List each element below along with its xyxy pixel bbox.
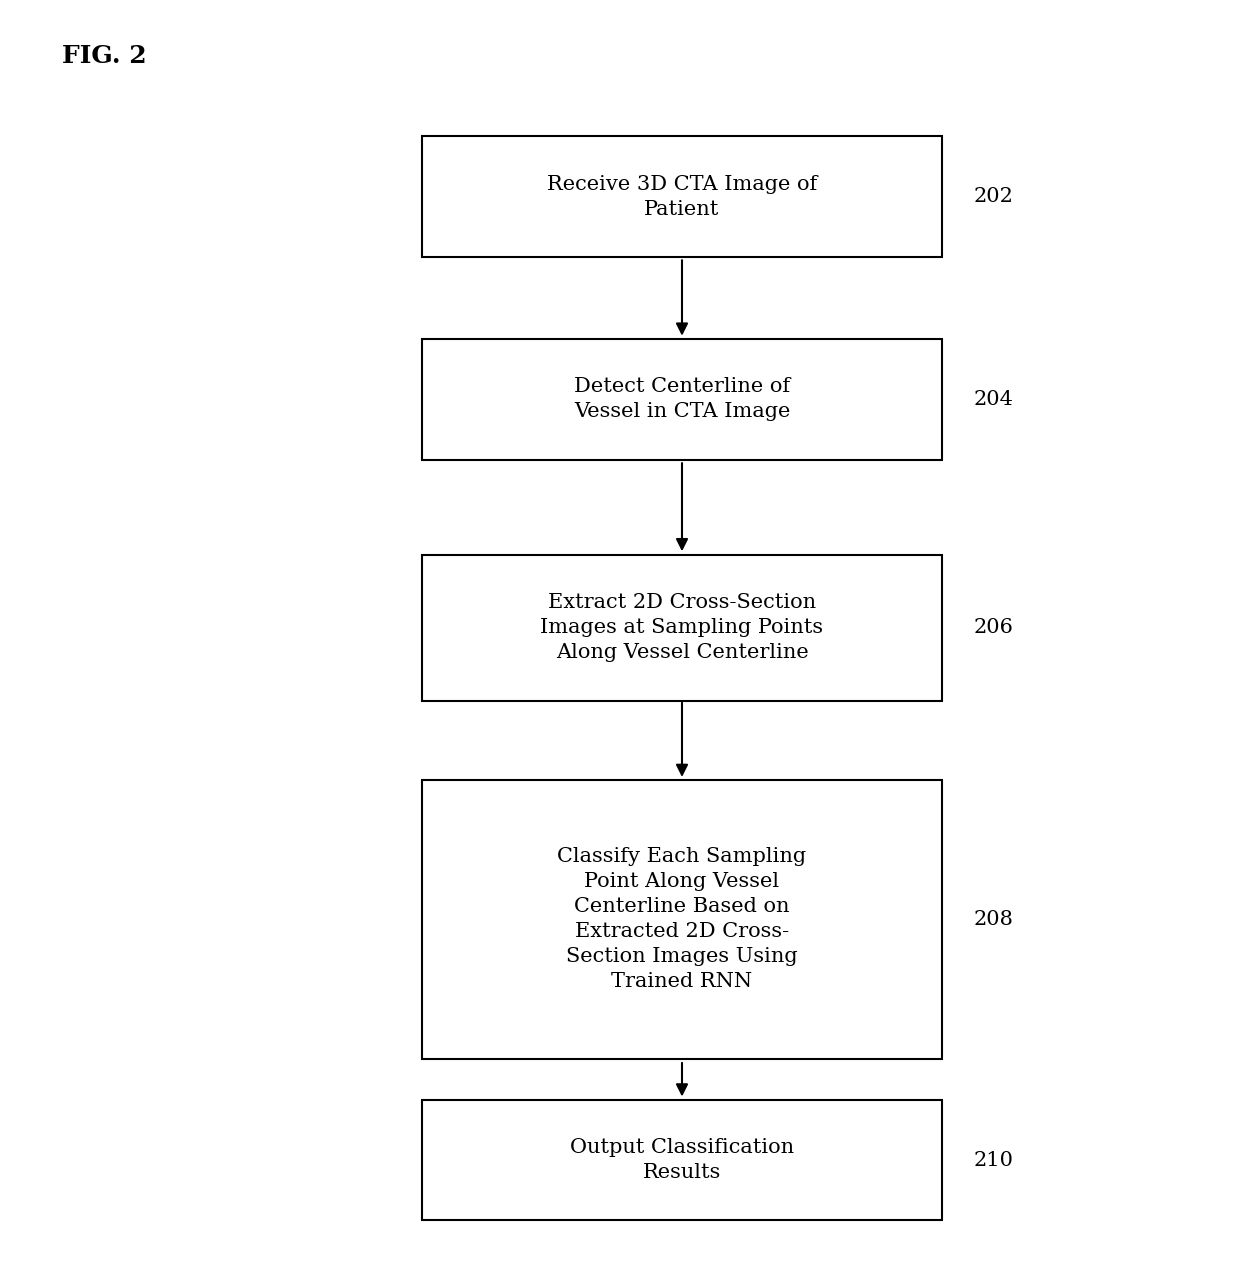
Text: 204: 204: [973, 391, 1013, 408]
FancyBboxPatch shape: [422, 136, 942, 256]
FancyBboxPatch shape: [422, 780, 942, 1059]
Text: Classify Each Sampling
Point Along Vessel
Centerline Based on
Extracted 2D Cross: Classify Each Sampling Point Along Vesse…: [558, 847, 806, 992]
Text: Extract 2D Cross-Section
Images at Sampling Points
Along Vessel Centerline: Extract 2D Cross-Section Images at Sampl…: [541, 593, 823, 662]
Text: 208: 208: [973, 910, 1013, 928]
Text: Detect Centerline of
Vessel in CTA Image: Detect Centerline of Vessel in CTA Image: [574, 378, 790, 421]
FancyBboxPatch shape: [422, 1099, 942, 1220]
Text: Output Classification
Results: Output Classification Results: [570, 1139, 794, 1182]
Text: Receive 3D CTA Image of
Patient: Receive 3D CTA Image of Patient: [547, 175, 817, 218]
FancyBboxPatch shape: [422, 555, 942, 700]
Text: 206: 206: [973, 619, 1013, 637]
Text: FIG. 2: FIG. 2: [62, 44, 146, 68]
Text: 202: 202: [973, 188, 1013, 205]
FancyBboxPatch shape: [422, 339, 942, 459]
Text: 210: 210: [973, 1151, 1013, 1169]
